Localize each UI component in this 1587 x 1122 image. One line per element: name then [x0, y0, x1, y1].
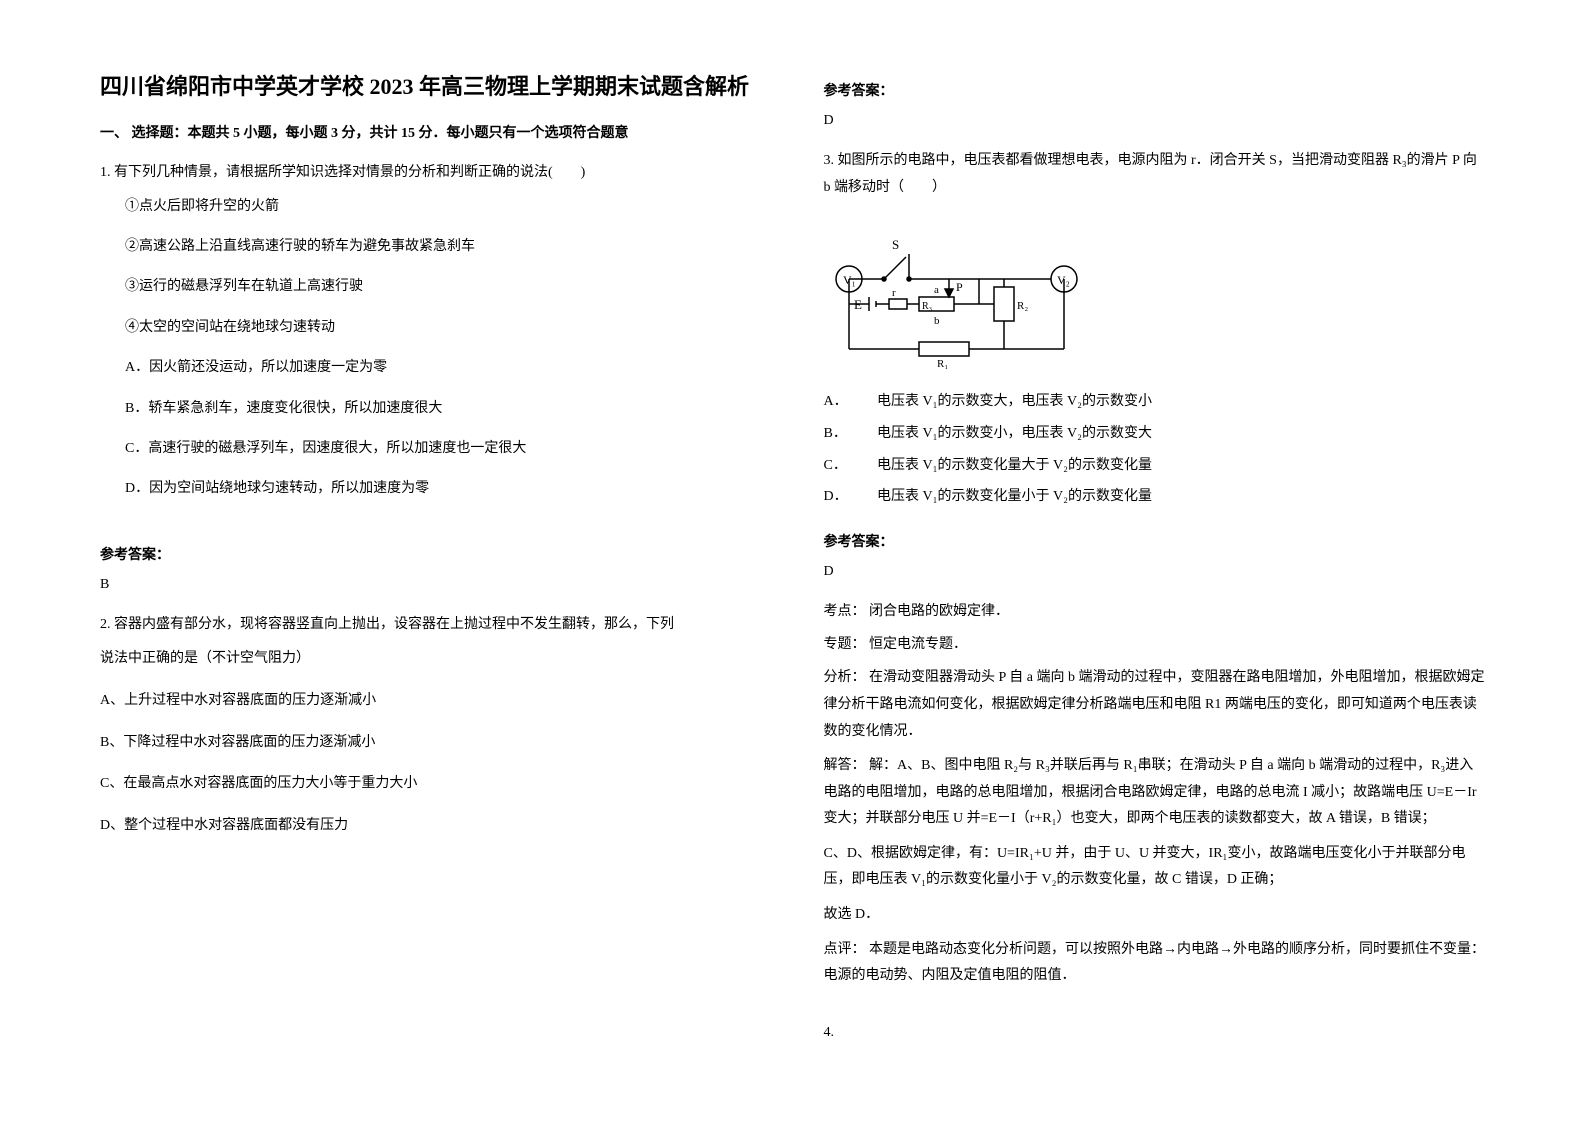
zhuanti: 专题： 恒定电流专题． — [824, 632, 1488, 657]
q2-text: 2. 容器内盛有部分水，现将容器竖直向上抛出，设容器在上抛过程中不发生翻转，那么… — [100, 612, 764, 639]
q2-text2: 说法中正确的是（不计空气阻力） — [100, 646, 764, 673]
q3-letter-d: D． — [824, 484, 874, 511]
fenxi-text: 在滑动变阻器滑动头 P 自 a 端向 b 端滑动的过程中，变阻器在路电阻增加，外… — [824, 670, 1485, 738]
dianping: 点评： 本题是电路动态变化分析问题，可以按照外电路→内电路→外电路的顺序分析，同… — [824, 937, 1488, 990]
svg-text:a: a — [934, 284, 939, 296]
svg-text:R₁: R₁ — [937, 358, 948, 369]
svg-text:r: r — [892, 287, 896, 299]
section-header: 一、 选择题：本题共 5 小题，每小题 3 分，共计 15 分．每小题只有一个选… — [100, 123, 764, 145]
q3-opt-text-c: 电压表 V₁的示数变化量大于 V₂的示数变化量 — [877, 458, 1152, 473]
q3-option-d: D． 电压表 V₁的示数变化量小于 V₂的示数变化量 — [824, 484, 1488, 511]
q3-opt-text-b: 电压表 V₁的示数变小，电压表 V₂的示数变大 — [877, 426, 1152, 441]
kaodian: 考点： 闭合电路的欧姆定律． — [824, 599, 1488, 624]
q3-option-a: A． 电压表 V₁的示数变大，电压表 V₂的示数变小 — [824, 389, 1488, 416]
q1-option-d: D．因为空间站绕地球匀速转动，所以加速度为零 — [125, 478, 764, 500]
q2-option-c: C、在最高点水对容器底面的压力大小等于重力大小 — [100, 771, 764, 798]
q2-option-b: B、下降过程中水对容器底面的压力逐渐减小 — [100, 730, 764, 757]
jieda1: 解答： 解：A、B、图中电阻 R₂与 R₃并联后再与 R₁串联；在滑动头 P 自… — [824, 753, 1488, 833]
jieda3: 故选 D． — [824, 902, 1488, 929]
answer-label-1: 参考答案： — [100, 544, 764, 564]
q2-option-d: D、整个过程中水对容器底面都没有压力 — [100, 813, 764, 840]
svg-text:R₂: R₂ — [1017, 300, 1028, 312]
q4-label: 4. — [824, 1020, 1488, 1047]
q3-letter-a: A． — [824, 389, 874, 416]
q1-item-1: ①点火后即将升空的火箭 — [125, 196, 764, 218]
dianping-text: 本题是电路动态变化分析问题，可以按照外电路→内电路→外电路的顺序分析，同时要抓住… — [824, 942, 1486, 984]
q1-item-2: ②高速公路上沿直线高速行驶的轿车为避免事故紧急刹车 — [125, 236, 764, 258]
right-column: 参考答案： D 3. 如图所示的电路中，电压表都看做理想电表，电源内阻为 r．闭… — [824, 70, 1488, 1072]
svg-text:V₂: V₂ — [1057, 273, 1070, 287]
svg-text:P: P — [956, 280, 963, 294]
dianping-label: 点评： — [824, 942, 866, 957]
document-title: 四川省绵阳市中学英才学校 2023 年高三物理上学期期末试题含解析 — [100, 70, 764, 103]
q3-answer: D — [824, 559, 1488, 584]
q3-letter-c: C． — [824, 453, 874, 480]
q1-option-c: C．高速行驶的磁悬浮列车，因速度很大，所以加速度也一定很大 — [125, 438, 764, 460]
q3-opt-text-d: 电压表 V₁的示数变化量小于 V₂的示数变化量 — [877, 489, 1152, 504]
q2-answer: D — [824, 108, 1488, 133]
kaodian-label: 考点： — [824, 604, 866, 619]
fenxi-label: 分析： — [824, 670, 866, 685]
circuit-diagram: S V₁ E r R₃ a b — [824, 219, 1488, 374]
q3-letter-b: B． — [824, 421, 874, 448]
jieda-label: 解答： — [824, 758, 866, 773]
left-column: 四川省绵阳市中学英才学校 2023 年高三物理上学期期末试题含解析 一、 选择题… — [100, 70, 764, 1072]
q1-answer: B — [100, 572, 764, 597]
q1-item-4: ④太空的空间站在绕地球匀速转动 — [125, 317, 764, 339]
svg-text:R₃: R₃ — [922, 301, 932, 312]
q3-option-c: C． 电压表 V₁的示数变化量大于 V₂的示数变化量 — [824, 453, 1488, 480]
q1-option-a: A．因火箭还没运动，所以加速度一定为零 — [125, 357, 764, 379]
svg-text:b: b — [934, 315, 940, 327]
q3-text: 3. 如图所示的电路中，电压表都看做理想电表，电源内阻为 r．闭合开关 S，当把… — [824, 148, 1488, 201]
kaodian-text: 闭合电路的欧姆定律． — [869, 604, 1009, 619]
q3-option-b: B． 电压表 V₁的示数变小，电压表 V₂的示数变大 — [824, 421, 1488, 448]
svg-text:S: S — [892, 237, 899, 252]
jieda-text1: 解：A、B、图中电阻 R₂与 R₃并联后再与 R₁串联；在滑动头 P 自 a 端… — [824, 758, 1477, 826]
q2-option-a: A、上升过程中水对容器底面的压力逐渐减小 — [100, 688, 764, 715]
svg-text:V₁: V₁ — [843, 273, 856, 287]
zhuanti-label: 专题： — [824, 637, 866, 652]
jieda2: C、D、根据欧姆定律，有：U=IR₁+U 并，由于 U、U 并变大，IR₁变小，… — [824, 841, 1488, 894]
question-2: 2. 容器内盛有部分水，现将容器竖直向上抛出，设容器在上抛过程中不发生翻转，那么… — [100, 612, 764, 848]
answer-label-3: 参考答案： — [824, 531, 1488, 551]
zhuanti-text: 恒定电流专题． — [869, 637, 967, 652]
question-1: 1. 有下列几种情景，请根据所学知识选择对情景的分析和判断正确的说法( ) ①点… — [100, 160, 764, 518]
fenxi: 分析： 在滑动变阻器滑动头 P 自 a 端向 b 端滑动的过程中，变阻器在路电阻… — [824, 665, 1488, 745]
q1-option-b: B．轿车紧急刹车，速度变化很快，所以加速度很大 — [125, 398, 764, 420]
q1-item-3: ③运行的磁悬浮列车在轨道上高速行驶 — [125, 276, 764, 298]
q3-opt-text-a: 电压表 V₁的示数变大，电压表 V₂的示数变小 — [877, 394, 1152, 409]
answer-label-2: 参考答案： — [824, 80, 1488, 100]
q1-text: 1. 有下列几种情景，请根据所学知识选择对情景的分析和判断正确的说法( ) — [100, 160, 764, 185]
